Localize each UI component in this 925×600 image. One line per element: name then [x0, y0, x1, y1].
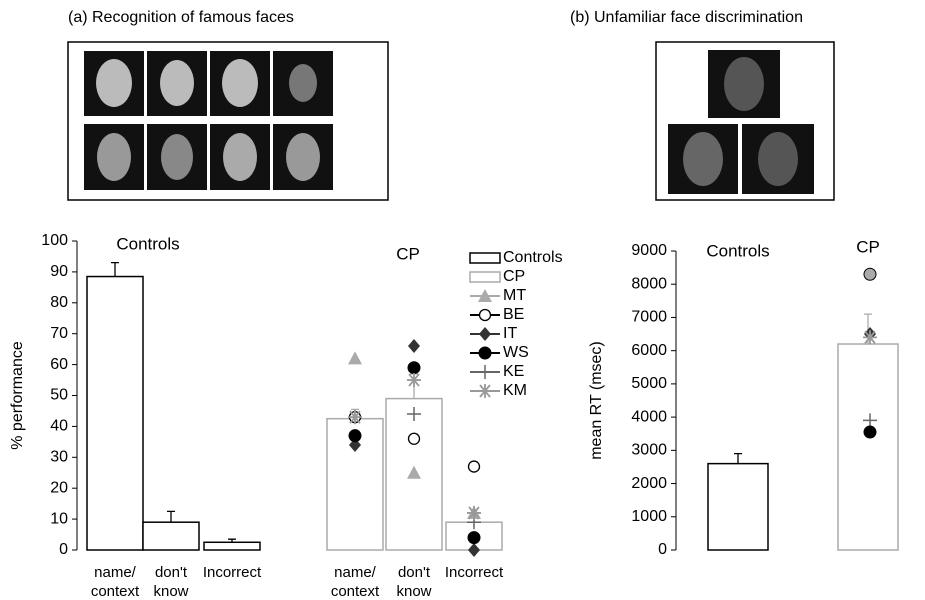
y-tick-label: 5000 — [631, 375, 667, 392]
data-point — [407, 373, 421, 388]
y-axis-label: % performance — [9, 341, 26, 450]
legend-label: CP — [503, 268, 525, 285]
data-point — [407, 432, 421, 445]
bar — [86, 275, 144, 551]
x-tick-label: name/ context — [330, 564, 380, 600]
legend-swatch — [469, 271, 501, 283]
error-bar — [111, 261, 119, 277]
legend-label: BE — [503, 306, 524, 323]
bar — [707, 462, 769, 551]
y-tick-label: 20 — [50, 479, 68, 496]
error-bar — [167, 510, 175, 523]
data-point — [348, 429, 362, 443]
y-tick-label: 50 — [50, 387, 68, 404]
y-tick-label: 60 — [50, 356, 68, 373]
data-point — [863, 267, 877, 281]
group-label: Controls — [706, 241, 769, 260]
face-panel-a — [67, 41, 389, 201]
legend-marker — [478, 308, 492, 322]
data-point — [468, 543, 480, 557]
y-tick-label: 80 — [50, 294, 68, 311]
x-tick-label: Incorrect — [444, 564, 504, 581]
bar — [142, 521, 200, 551]
y-tick-label: 1000 — [631, 508, 667, 525]
data-point — [348, 410, 362, 425]
data-point — [863, 330, 877, 345]
x-tick-label: name/ context — [90, 564, 140, 600]
y-tick-label: 7000 — [631, 309, 667, 326]
y-tick-label: 0 — [59, 541, 68, 558]
legend-marker — [479, 327, 491, 341]
x-tick-label: don't know — [396, 564, 432, 600]
legend-label: MT — [503, 287, 526, 304]
legend-label: Controls — [503, 249, 563, 266]
y-tick-label: 0 — [658, 541, 667, 558]
panel-title: (b) Unfamiliar face discrimination — [570, 9, 803, 26]
data-point — [407, 465, 421, 479]
data-point — [348, 351, 362, 365]
legend-marker — [478, 384, 492, 398]
y-tick-label: 10 — [50, 510, 68, 527]
data-point — [408, 339, 420, 354]
data-point — [349, 437, 361, 452]
y-tick-label: 8000 — [631, 275, 667, 292]
legend-label: KE — [503, 363, 524, 380]
y-tick-label: 9000 — [631, 242, 667, 259]
y-tick-label: 40 — [50, 418, 68, 435]
legend-label: WS — [503, 344, 529, 361]
legend-marker — [478, 346, 492, 360]
bar — [203, 541, 261, 551]
y-tick-label: 90 — [50, 263, 68, 280]
face-panel-b — [655, 41, 835, 201]
bar — [837, 343, 899, 551]
y-axis-label: mean RT (msec) — [588, 341, 605, 460]
data-point — [467, 531, 481, 545]
legend-label: IT — [503, 325, 517, 342]
legend-label: KM — [503, 382, 527, 399]
panel-title: (a) Recognition of famous faces — [68, 9, 294, 26]
data-point — [467, 460, 481, 473]
group-label: Controls — [116, 234, 179, 253]
group-label: CP — [856, 237, 880, 256]
y-tick-label: 30 — [50, 449, 68, 466]
error-bar — [228, 538, 236, 543]
x-tick-label: Incorrect — [202, 564, 262, 581]
y-tick-label: 3000 — [631, 442, 667, 459]
legend-marker — [478, 365, 492, 379]
data-point — [407, 361, 421, 375]
y-tick-label: 6000 — [631, 342, 667, 359]
y-tick-label: 70 — [50, 325, 68, 342]
y-tick-label: 100 — [41, 232, 68, 249]
group-label: CP — [396, 244, 420, 263]
data-point — [863, 413, 877, 428]
legend-marker — [478, 289, 492, 302]
data-point — [407, 407, 421, 422]
error-bar — [734, 453, 742, 464]
legend-swatch — [469, 252, 501, 264]
y-tick-label: 2000 — [631, 475, 667, 492]
y-tick-label: 4000 — [631, 408, 667, 425]
x-tick-label: don't know — [153, 564, 189, 600]
data-point — [467, 505, 481, 520]
data-point — [863, 425, 877, 439]
